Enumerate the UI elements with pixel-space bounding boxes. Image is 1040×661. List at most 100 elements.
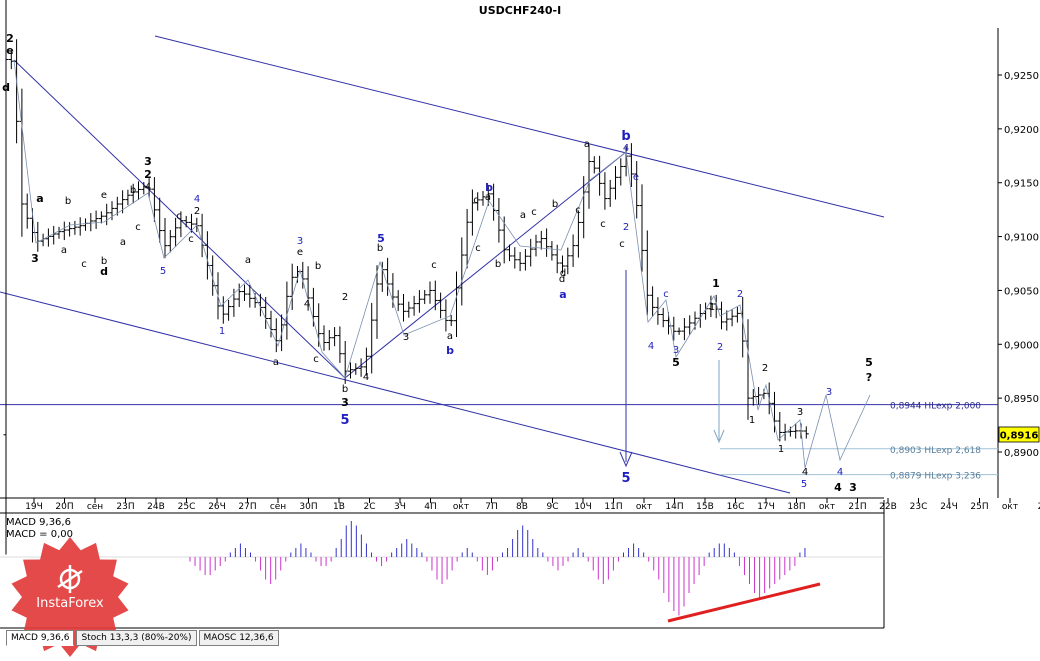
wave-label: 3 [297, 236, 303, 247]
wave-label: a [559, 288, 566, 301]
wave-label: 4 [648, 341, 654, 352]
wave-label: c [176, 211, 182, 222]
time-tick-label: окт [1002, 502, 1018, 512]
time-tick-label: 1В [333, 502, 345, 512]
wave-label: 4 [802, 467, 808, 478]
wave-label: a [520, 210, 526, 221]
wave-label: b [130, 185, 136, 196]
wave-label: 4 [304, 299, 310, 310]
wave-label: 1 [219, 326, 225, 337]
price-bars [3, 0, 809, 555]
time-tick-label: 24В [147, 502, 165, 512]
wave-label: b [621, 129, 630, 144]
time-tick-label: 11П [604, 502, 622, 512]
channel-upper-line [154, 35, 885, 218]
wave-label: 3 [849, 481, 857, 494]
hlexp-levels: 0,8944 HLexp 2,000 0,8903 HLexp 2,618 0,88… [0, 402, 998, 482]
wave-label: a [36, 192, 43, 205]
time-tick-label: 25С [178, 502, 196, 512]
hlexp-level-label: 0,8903 HLexp 2,618 [890, 446, 981, 456]
wave-label-target: 5 [621, 471, 630, 486]
tab-macd[interactable]: MACD 9,36,6 [6, 630, 75, 646]
time-tick-label: 24Ч [940, 502, 958, 512]
wave-label: 3 [797, 407, 803, 418]
wave-label: 2 [194, 206, 200, 217]
wave-label: 2 [342, 292, 348, 303]
wave-label: a [584, 139, 590, 150]
time-tick-label: 3Ч [394, 502, 406, 512]
wave-label: 2 [762, 363, 768, 374]
wave-label: c [431, 260, 437, 271]
time-tick-label: 26Ч [208, 502, 226, 512]
wave-label: c [188, 234, 194, 245]
wave-label: e [633, 172, 639, 183]
wave-label: d [100, 265, 108, 278]
wave-label: c [600, 219, 606, 230]
hlexp-level-label: 0,8879 HLexp 3,236 [890, 472, 981, 482]
wave-label: c [475, 243, 481, 254]
channel-lower-line [0, 291, 791, 494]
wave-label: d [559, 274, 565, 285]
tab-maosc[interactable]: MAOSC 12,36,6 [198, 630, 279, 646]
wave-label: 4 [363, 372, 369, 383]
trend-line-ascending [344, 151, 627, 379]
time-tick-label: 15В [696, 502, 714, 512]
wave-label: 4 [837, 467, 843, 478]
time-tick-label: 20П [55, 502, 73, 512]
price-tick-label: 0,8900 [1004, 448, 1039, 459]
time-tick-label: 14П [665, 502, 683, 512]
time-tick-label: 2С [363, 502, 375, 512]
projection-arrows [619, 270, 725, 468]
price-tick-label: 0,9200 [1004, 125, 1039, 136]
time-tick-label: 17Ч [757, 502, 775, 512]
price-tick-label: 0,9250 [1004, 71, 1039, 82]
wave-label: 3 [826, 387, 832, 398]
wave-label: 1 [778, 444, 784, 455]
wave-label: 4 [623, 143, 629, 154]
wave-label: 2 [717, 342, 723, 353]
tab-stoch[interactable]: Stoch 13,3,3 (80%-20%) [76, 630, 197, 646]
logo-text: InstaForex [36, 596, 104, 611]
wave-label: 5 [160, 266, 166, 277]
current-price-label: 0,8916 [1000, 431, 1039, 442]
wave-label: b [377, 243, 383, 254]
wave-label: 4 [194, 194, 200, 205]
time-tick-label: 19Ч [25, 502, 43, 512]
time-tick-label: 22В [879, 502, 897, 512]
wave-label: b [101, 256, 107, 267]
wave-label: 2 [737, 289, 743, 300]
time-tick-label: 4П [424, 502, 437, 512]
wave-label: 3 [403, 332, 409, 343]
wave-label: e [6, 44, 13, 57]
wave-label: 5 [377, 232, 385, 245]
arrow-wave-3-head [713, 429, 725, 444]
time-tick-label: 18П [787, 502, 805, 512]
macd-histogram [189, 521, 806, 616]
price-tick-label: 0,9000 [1004, 340, 1039, 351]
wave-label: c [473, 195, 479, 206]
wave-label: c [531, 207, 537, 218]
wave-label: 5 [340, 413, 349, 428]
current-price-box [998, 426, 1040, 443]
time-tick-label: 25П [970, 502, 988, 512]
wave-label: a [447, 331, 453, 342]
instaforex-logo: InstaForex [11, 537, 129, 657]
trend-channel [0, 35, 885, 494]
logo-badge-shape [11, 537, 129, 657]
time-tick-label: сен [87, 502, 103, 512]
chart-title: USDCHF240-I [479, 4, 561, 17]
macd-label: MACD 9,36,6 [6, 517, 71, 528]
logo-emblem-icon [57, 565, 83, 593]
wave-label: 5 [801, 479, 807, 490]
wave-label: d [560, 268, 566, 279]
wave-label: e [297, 247, 303, 258]
wave-label: 1 [709, 302, 715, 313]
time-tick-label: окт [636, 502, 652, 512]
wave-label: ? [866, 371, 872, 384]
wave-label: b [485, 181, 493, 194]
price-tick-label: 0,9150 [1004, 179, 1039, 190]
wave-label: a [120, 237, 126, 248]
divergence-line [667, 582, 821, 623]
hlexp-level-label: 0,8944 HLexp 2,000 [890, 402, 981, 412]
